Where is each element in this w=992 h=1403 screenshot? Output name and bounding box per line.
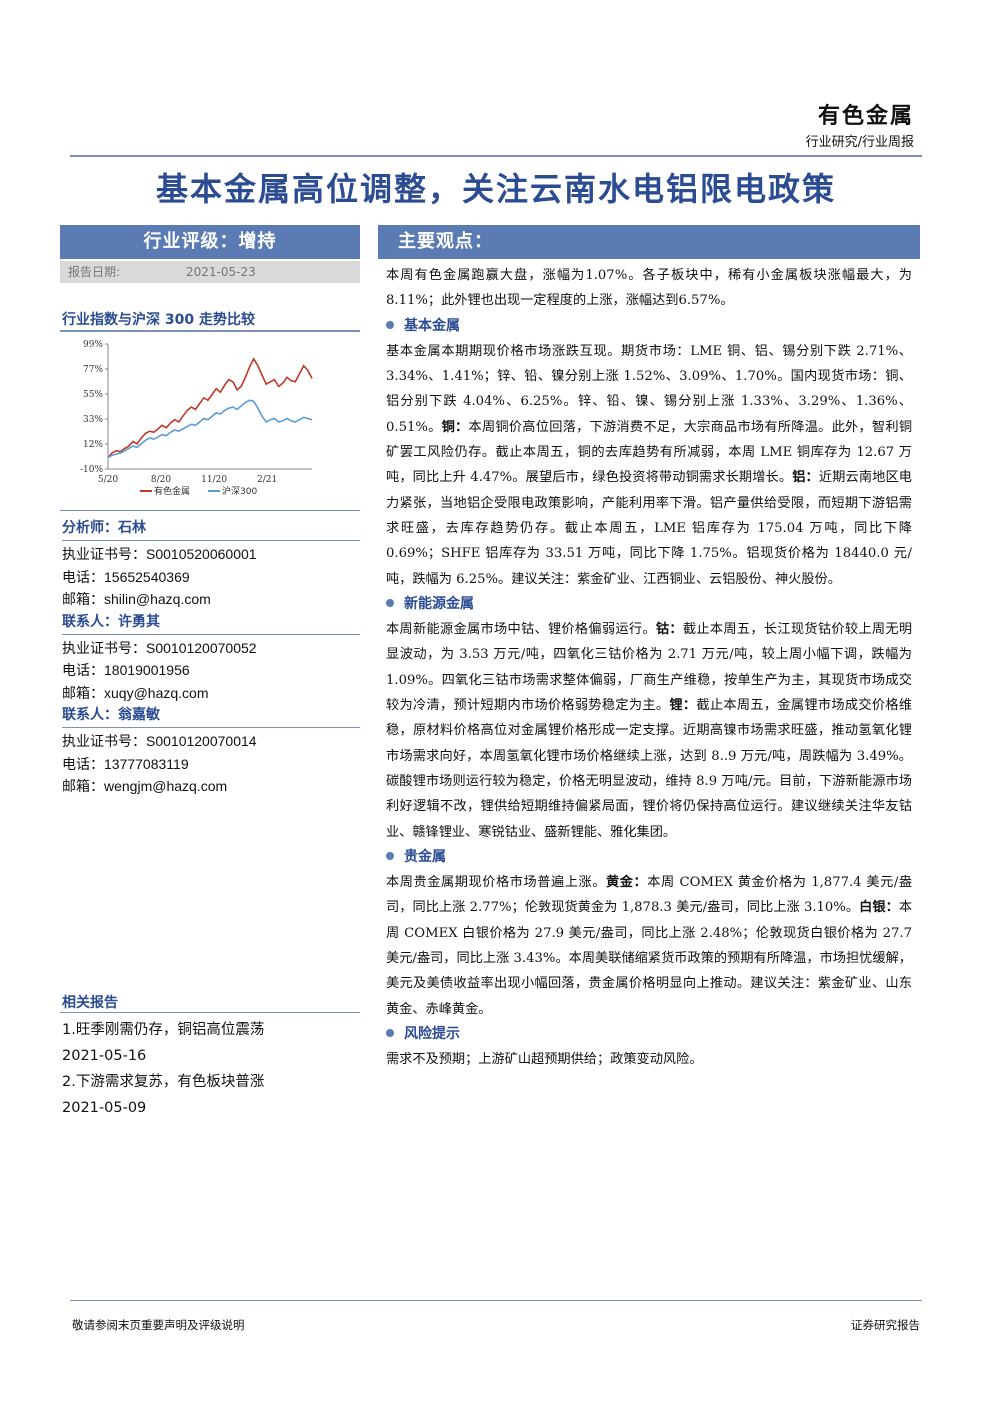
bullet-icon bbox=[386, 851, 394, 860]
contact-detail: 邮箱：shilin@hazq.com bbox=[62, 591, 211, 607]
chart-series-line bbox=[107, 357, 313, 459]
bold-lead: 铜： bbox=[441, 419, 469, 435]
contact-detail: 电话：18019001956 bbox=[62, 662, 190, 678]
contact-detail: 电话：15652540369 bbox=[62, 568, 190, 585]
chart-y-tick-label: 55% bbox=[83, 390, 103, 400]
section-heading-text: 风险提示 bbox=[404, 1025, 460, 1042]
industry-label: 有色金属 bbox=[817, 104, 914, 129]
paragraph-text: 需求不及预期；上游矿山超预期供给；政策变动风险。 bbox=[386, 1052, 703, 1068]
section-heading-text: 基本金属 bbox=[404, 317, 460, 334]
bold-lead: 锂： bbox=[669, 698, 697, 714]
report-date: 报告日期: 2021-05-23 bbox=[60, 261, 360, 283]
header-divider bbox=[70, 155, 922, 157]
section-paragraph: 本周新能源金属市场中钴、锂价格偏弱运行。钴：截止本周五，长江现货钴价较上周无明显… bbox=[386, 617, 912, 845]
section-paragraph: 基本金属本期期现价格市场涨跌互现。期货市场：LME 铜、铝、锡分别下跌 2.71… bbox=[386, 339, 912, 592]
bold-lead: 白银： bbox=[859, 900, 899, 916]
related-report-item: 1.旺季刚需仍存，铜铝高位震荡 bbox=[62, 1022, 265, 1038]
related-report-item: 2021-05-16 bbox=[62, 1048, 147, 1064]
chart-legend-label: 有色金属 bbox=[154, 485, 190, 497]
chart-divider bbox=[60, 330, 360, 332]
bullet-icon bbox=[386, 1028, 394, 1037]
chart-y-tick-label: -10% bbox=[80, 465, 103, 475]
paragraph-text: 本周贵金属期现价格市场普遍上涨。 bbox=[386, 875, 607, 891]
main-view-banner: 主要观点： bbox=[378, 225, 920, 259]
section-heading-text: 贵金属 bbox=[404, 848, 446, 865]
contact-detail: 邮箱：wengjm@hazq.com bbox=[62, 778, 228, 794]
contact-detail: 执业证书号：S0010120070052 bbox=[62, 639, 257, 656]
section-paragraph: 需求不及预期；上游矿山超预期供给；政策变动风险。 bbox=[386, 1047, 912, 1072]
chart-y-tick-label: 77% bbox=[83, 365, 103, 375]
paragraph-text: 近期云南地区电力紧张，当地铝企受限电政策影响，产能利用率下滑。铝产量供给受限，而… bbox=[386, 470, 912, 587]
section-heading-text: 新能源金属 bbox=[404, 595, 474, 612]
related-report-item: 2021-05-09 bbox=[62, 1100, 147, 1116]
bold-lead: 铝： bbox=[792, 470, 819, 486]
contact-detail: 邮箱：xuqy@hazq.com bbox=[62, 684, 209, 701]
related-reports-title: 相关报告 bbox=[62, 995, 118, 1011]
paragraph-text: 本周 COMEX 黄金价格为 1,877.4 美元/盎司，同比上涨 2.77%；… bbox=[386, 875, 913, 916]
section-heading: 贵金属 bbox=[386, 845, 912, 870]
page-title: 基本金属高位调整，关注云南水电铝限电政策 bbox=[155, 170, 836, 208]
related-report-item: 2.下游需求复苏，有色板块普涨 bbox=[62, 1074, 265, 1090]
chart-x-tick-label: 2/21 bbox=[257, 475, 277, 485]
chart-x-tick-label: 11/20 bbox=[201, 475, 227, 485]
related-reports: 1.旺季刚需仍存，铜铝高位震荡 2021-05-16 2.下游需求复苏，有色板块普涨… bbox=[62, 1017, 362, 1121]
contact-role: 联系人：翁嘉敏 bbox=[62, 704, 360, 728]
section-heading: 风险提示 bbox=[386, 1022, 912, 1047]
paragraph-text: 截止本周五，金属锂市场成交价格维稳，原材料价格高位对金属锂价格形成一定支撑。近期… bbox=[386, 698, 913, 840]
chart-x-tick-label: 8/20 bbox=[151, 475, 171, 485]
main-body: 本周有色金属跑赢大盘，涨幅为1.07%。各子板块中，稀有小金属板块涨幅最大，为8… bbox=[386, 263, 912, 1073]
intro-paragraph: 本周有色金属跑赢大盘，涨幅为1.07%。各子板块中，稀有小金属板块涨幅最大，为8… bbox=[386, 268, 912, 309]
chart-x-tick-label: 5/20 bbox=[98, 475, 118, 485]
chart-y-tick-label: 33% bbox=[83, 415, 103, 425]
section-heading: 基本金属 bbox=[386, 314, 912, 339]
chart-series-line bbox=[107, 399, 313, 459]
contacts-section: 分析师：石林执业证书号：S0010520060001 电话：15652540369… bbox=[62, 517, 360, 798]
contact-detail: 执业证书号：S0010120070014 bbox=[62, 733, 257, 749]
bold-lead: 黄金： bbox=[606, 875, 648, 891]
chart-divider-bottom bbox=[60, 510, 360, 511]
bullet-icon bbox=[386, 320, 394, 329]
contact-detail: 电话：13777083119 bbox=[62, 755, 189, 772]
report-date-value: 2021-05-23 bbox=[186, 265, 256, 279]
report-type: 行业研究/行业周报 bbox=[805, 135, 914, 150]
contact-role: 联系人：许勇其 bbox=[62, 611, 360, 635]
contact-detail: 执业证书号：S0010520060001 bbox=[62, 546, 257, 562]
index-comparison-chart: 99% 77% 55% 33% 12% -10%5/20 8/20 11/20 2/21 有色金属… bbox=[80, 340, 313, 497]
rating-banner: 行业评级：增持 bbox=[60, 225, 360, 259]
section-paragraph: 本周贵金属期现价格市场普遍上涨。黄金：本周 COMEX 黄金价格为 1,877.… bbox=[386, 870, 912, 1022]
paragraph-text: 截止本周五，长江现货钴价较上周无明显波动，为 3.53 万元/吨，四氧化三钴价格… bbox=[386, 622, 913, 714]
paragraph-text: 本周铜价高位回落，下游消费不足，大宗商品市场有所降温。此外，智利铜矿罢工风险仍存… bbox=[386, 419, 913, 486]
related-divider bbox=[60, 1012, 360, 1013]
paragraph-text: 本周新能源金属市场中钴、锂价格偏弱运行。 bbox=[386, 622, 656, 638]
chart-y-tick-label: 12% bbox=[83, 440, 103, 450]
paragraph-text: 基本金属本期期现价格市场涨跌互现。期货市场：LME 铜、铝、锡分别下跌 2.71… bbox=[386, 343, 912, 435]
footer-disclaimer: 敬请参阅末页重要声明及评级说明 bbox=[72, 1318, 245, 1332]
bullet-icon bbox=[386, 598, 394, 607]
footer-divider bbox=[70, 1300, 922, 1301]
bold-lead: 钴： bbox=[655, 622, 683, 638]
chart-y-tick-label: 99% bbox=[83, 340, 103, 350]
chart-title: 行业指数与沪深 300 走势比较 bbox=[62, 312, 255, 328]
footer-label: 证券研究报告 bbox=[851, 1318, 920, 1332]
contact-role: 分析师：石林 bbox=[62, 517, 360, 541]
chart-legend-label: 沪深300 bbox=[222, 485, 257, 497]
section-heading: 新能源金属 bbox=[386, 592, 912, 617]
paragraph-text: 本周 COMEX 白银价格为 27.9 美元/盎司，同比上涨 2.48%；伦敦现… bbox=[386, 900, 912, 1017]
report-date-label: 报告日期: bbox=[68, 265, 121, 279]
